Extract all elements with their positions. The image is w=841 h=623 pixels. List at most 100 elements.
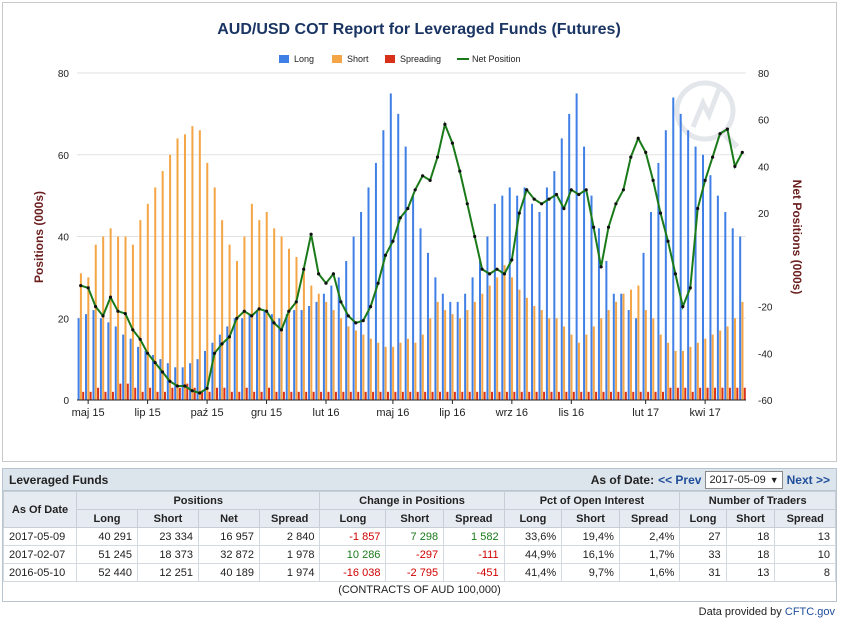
net-position-point [131,328,135,332]
table-cell: -451 [443,563,505,582]
credit-source-link[interactable]: CFTC.gov [784,606,835,618]
net-position-point [599,265,603,269]
bar-long [196,359,199,401]
bar-spreading [171,387,174,400]
table-cell: 23 334 [136,527,199,546]
bar-long [293,310,296,400]
bar-long [560,138,563,400]
date-select[interactable]: 2017-05-09 ▼ [705,470,783,489]
net-position-point [302,267,306,271]
bar-spreading [141,391,144,400]
net-position-point [606,225,611,229]
table-cell: 2 840 [258,527,321,546]
net-position-point [525,188,529,192]
net-position-point [160,370,165,374]
x-tick-label: lut 17 [632,407,659,419]
net-position-point [584,188,588,192]
table-cell: 41,4% [503,563,563,582]
bar-short [102,236,105,400]
net-position-point [369,305,373,309]
net-position-point [294,300,298,304]
net-position-point [666,239,670,243]
net-position-point [703,178,707,182]
bar-short [131,244,134,400]
bar-spreading [513,391,516,400]
bar-long [731,228,734,400]
row-date: 2017-02-07 [3,545,77,564]
table-cell: -111 [443,545,505,564]
bar-long [419,228,422,400]
next-link[interactable]: Next >> [786,472,830,487]
net-position-point [279,328,283,332]
bar-spreading [743,387,746,400]
x-tick-label: lis 16 [558,407,584,419]
y-axis-label-right: Net Positions (000s) [790,180,804,295]
bar-spreading [431,391,434,400]
cot-table: As Of Date Positions Change in Positions… [3,491,836,582]
bar-spreading [163,391,166,400]
bar-short [436,301,439,400]
pct-oi-header: Pct of Open Interest [503,491,681,510]
net-position-point [681,305,685,309]
bar-short [310,285,313,400]
table-cell: 31 [679,563,727,582]
bar-spreading [379,391,382,400]
y-axis-label-left: Positions (000s) [32,191,46,283]
table-cell: 18 373 [136,545,199,564]
bar-short [302,269,305,400]
net-position-point [331,272,335,276]
net-position-point [198,391,202,395]
net-position-point [532,197,536,201]
table-cell: 40 291 [76,527,138,546]
bar-short [124,236,127,400]
bar-short [548,318,551,400]
bar-spreading [386,391,389,400]
bar-long [709,175,712,400]
bar-short [451,314,454,400]
prev-link[interactable]: << Prev [658,472,702,487]
table-cell: 1,6% [618,563,681,582]
credit-prefix: Data provided by [698,606,782,618]
bar-short [466,310,469,400]
bar-long [724,211,727,400]
bar-long [189,363,192,400]
table-cell: 7 298 [385,527,445,546]
net-position-point [354,321,358,325]
bar-short [585,334,588,400]
bar-long [99,318,102,400]
net-position-point [153,361,157,365]
y-tick-right: -20 [758,303,773,314]
bar-short [644,310,647,400]
bar-short [563,326,566,400]
net-position-point [146,351,150,355]
bar-short [682,350,684,400]
sub-header-10: Long [679,509,727,528]
sub-header-6: Spread [443,509,505,528]
bar-long [367,187,370,400]
sub-header-1: Short [136,509,199,528]
net-position-point [688,286,692,290]
as-of-date-header: As Of Date [3,491,77,528]
bar-spreading [602,391,605,400]
bar-short [444,310,447,400]
net-position-point [488,272,492,276]
bar-long [285,314,288,400]
bar-short [481,293,484,400]
bar-spreading [624,391,627,400]
bar-long [479,261,481,400]
table-row: 2017-05-09 40 291 23 334 16 957 2 840 -1 857 7… [3,527,836,546]
y-tick-left: 0 [63,396,69,407]
bar-spreading [275,391,278,400]
bar-spreading [476,391,479,400]
table-cell: 1 582 [443,527,505,546]
bar-short [696,342,699,400]
table-cell: -2 795 [385,563,445,582]
net-position-point [376,281,380,285]
net-position-point [265,309,269,313]
bar-spreading [706,387,709,400]
x-tick-label: wrz 16 [495,407,528,419]
bar-spreading [394,391,397,400]
net-position-point [540,202,544,206]
bar-spreading [647,391,650,400]
group-header-row: As Of Date Positions Change in Positions… [3,491,836,528]
